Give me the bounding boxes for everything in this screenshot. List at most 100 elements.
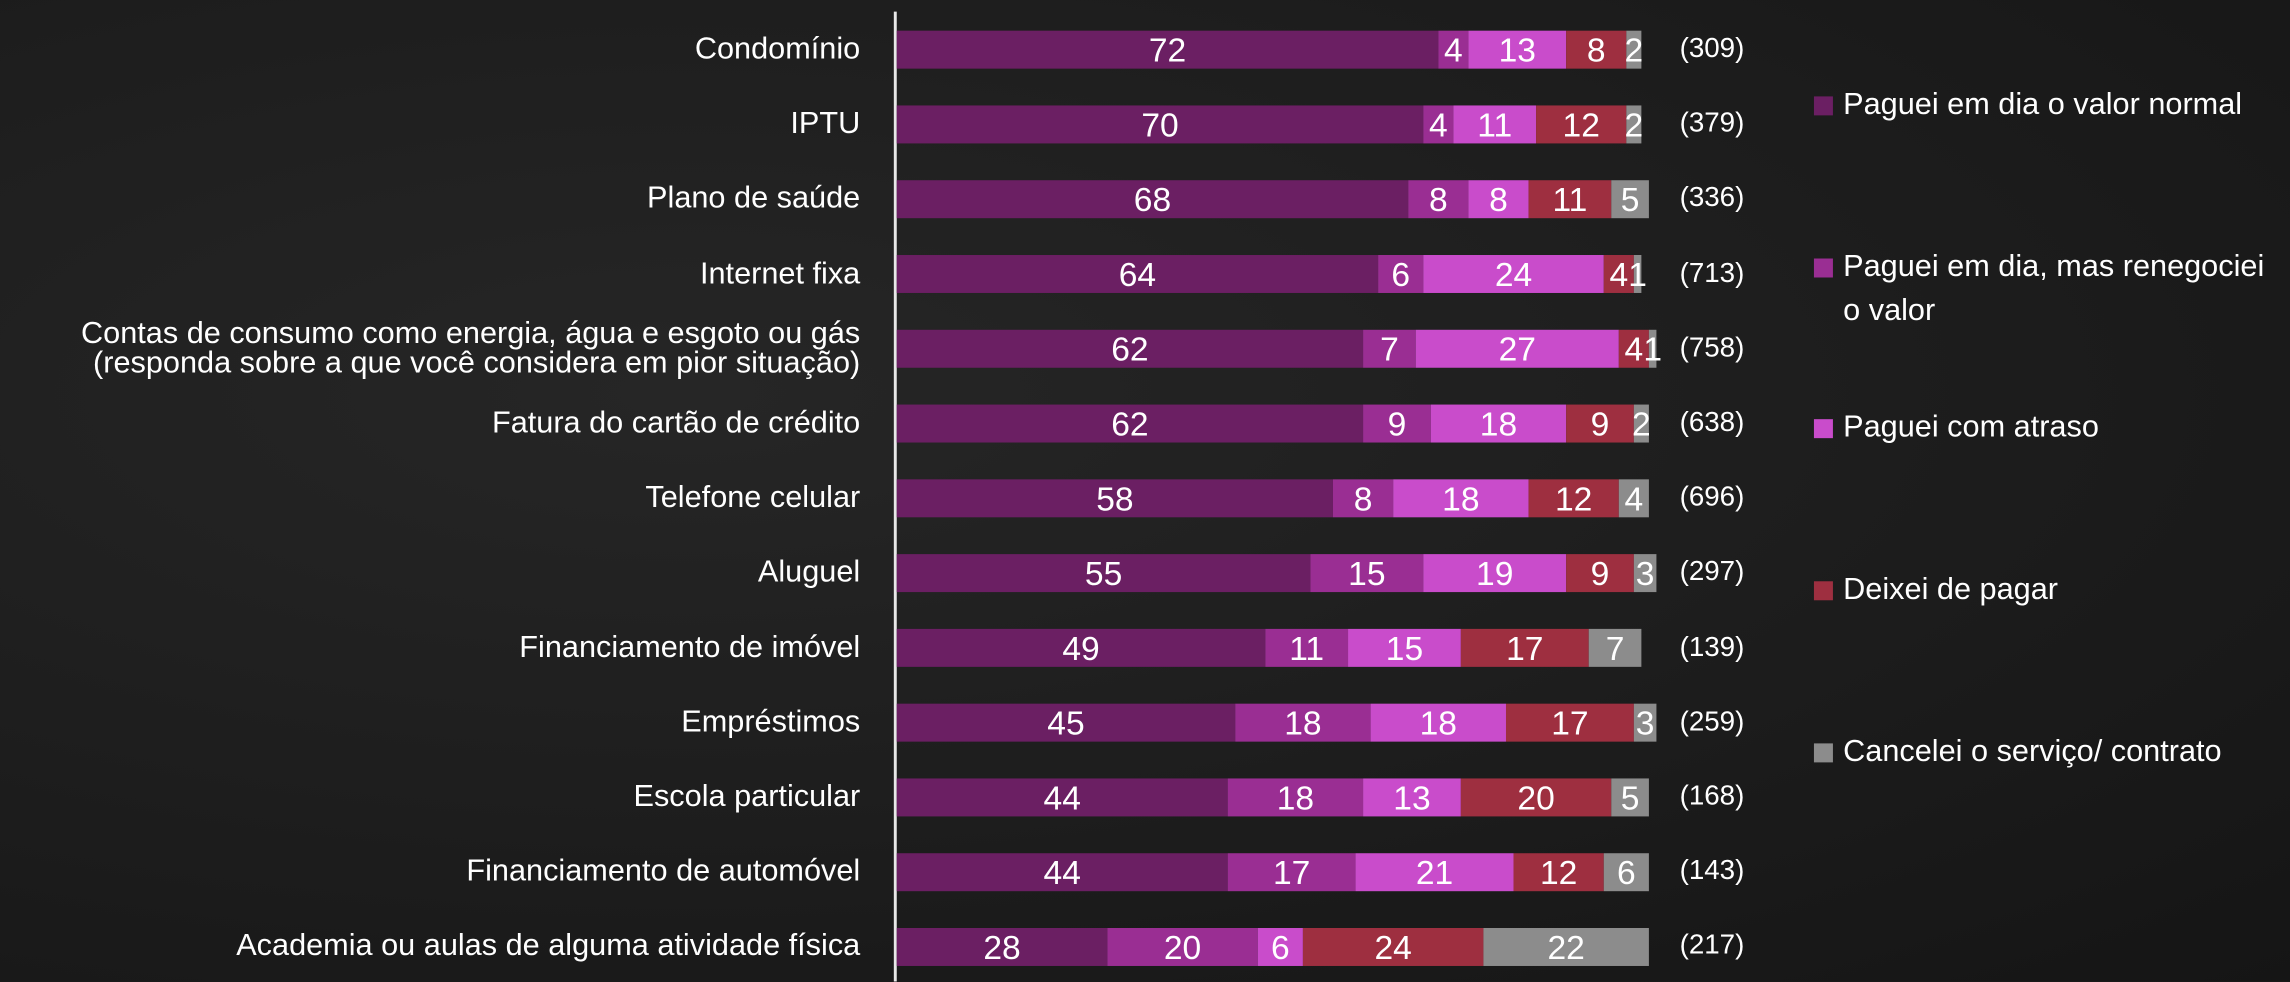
legend-item: Paguei com atraso xyxy=(1813,406,2281,450)
value-label: 8 xyxy=(1354,481,1373,518)
bar-segment xyxy=(1566,404,1634,443)
bar-segment xyxy=(896,853,1228,892)
legend-label: Paguei com atraso xyxy=(1843,410,2099,444)
value-label: 15 xyxy=(1348,556,1385,593)
value-label: 28 xyxy=(983,930,1020,967)
category-label: Academia ou aulas de alguma atividade fí… xyxy=(236,929,861,964)
value-label: 3 xyxy=(1636,706,1655,743)
category-label: Fatura do cartão de crédito xyxy=(491,406,861,440)
value-label: 6 xyxy=(1617,855,1636,892)
legend-item: Deixei de pagar xyxy=(1813,568,2281,612)
category-label: Aluguel xyxy=(757,555,861,590)
bar-segment xyxy=(1107,928,1258,966)
legend-swatch xyxy=(1813,258,1833,278)
bar-segment xyxy=(1423,105,1454,144)
value-label: 11 xyxy=(1289,631,1324,668)
legend-label: Cancelei o serviço/ contrato xyxy=(1843,734,2222,769)
value-label: 12 xyxy=(1540,855,1577,892)
bar-segment xyxy=(1513,853,1604,892)
bar-segment xyxy=(1460,628,1589,667)
bar-segment xyxy=(896,30,1439,69)
value-label: 1 xyxy=(1628,257,1647,294)
bar-segment xyxy=(1257,928,1303,966)
value-label: 62 xyxy=(1111,407,1148,444)
value-label: 58 xyxy=(1096,481,1133,518)
count-label: (143) xyxy=(1679,856,1745,887)
value-label: 22 xyxy=(1547,930,1584,967)
bar-segment xyxy=(1370,703,1506,742)
value-label: 17 xyxy=(1273,855,1310,892)
value-label: 20 xyxy=(1164,930,1201,967)
bar-segment xyxy=(1648,329,1657,368)
value-label: 62 xyxy=(1111,332,1148,369)
bar-segment xyxy=(1423,554,1567,593)
count-label: (259) xyxy=(1679,706,1745,738)
value-label: 7 xyxy=(1380,332,1399,369)
value-label: 17 xyxy=(1551,706,1588,743)
bar-segment xyxy=(1566,30,1627,69)
legend-label: Paguei em dia o valor normal xyxy=(1843,87,2243,122)
value-label: 1 xyxy=(1643,332,1662,369)
value-label: 20 xyxy=(1517,780,1554,817)
bar-segment xyxy=(1227,853,1356,892)
count-label: (168) xyxy=(1679,781,1745,813)
count-label: (758) xyxy=(1679,332,1745,364)
bar-segment xyxy=(896,928,1108,966)
count-label: (696) xyxy=(1679,482,1745,513)
legend-swatch xyxy=(1813,743,1833,763)
value-label: 18 xyxy=(1480,407,1517,444)
bar-segment xyxy=(1603,255,1634,293)
value-label: 18 xyxy=(1284,706,1321,743)
bar-segment xyxy=(1633,703,1657,742)
legend-label: Paguei em dia, mas renegociei o valor xyxy=(1843,249,2265,328)
legend-label: Deixei de pagar xyxy=(1843,572,2058,607)
bar-segment xyxy=(1611,778,1649,817)
bar-segment xyxy=(1633,554,1657,593)
count-label: (713) xyxy=(1679,257,1745,289)
count-label: (297) xyxy=(1679,557,1745,588)
value-label: 18 xyxy=(1277,780,1314,817)
value-label: 12 xyxy=(1563,107,1600,144)
bar-segment xyxy=(896,329,1364,368)
bar-segment xyxy=(1633,255,1642,293)
value-label: 68 xyxy=(1134,182,1171,219)
bar-segment xyxy=(896,554,1311,593)
bar-segment xyxy=(1460,778,1612,817)
value-label: 44 xyxy=(1044,855,1081,892)
bar-segment xyxy=(1363,404,1431,443)
bar-segment xyxy=(1626,30,1642,69)
value-label: 13 xyxy=(1499,33,1536,70)
bar-segment xyxy=(1603,853,1649,892)
count-label: (309) xyxy=(1679,33,1745,65)
bar-segment xyxy=(1528,180,1612,219)
bar-segment xyxy=(1302,928,1484,966)
bar-segment xyxy=(896,628,1266,667)
bar-segment xyxy=(1235,703,1371,742)
value-label: 5 xyxy=(1621,182,1640,219)
value-label: 8 xyxy=(1489,182,1508,219)
value-label: 19 xyxy=(1476,556,1513,593)
value-label: 11 xyxy=(1477,107,1512,144)
value-label: 4 xyxy=(1429,107,1448,144)
category-label: Empréstimos xyxy=(681,705,861,739)
category-label: Telefone celular xyxy=(645,480,861,515)
value-label: 49 xyxy=(1062,631,1099,668)
bar-segment xyxy=(1332,479,1394,518)
value-label: 72 xyxy=(1149,33,1186,70)
legend-item: Paguei em dia o valor normal xyxy=(1813,83,2281,127)
value-label: 24 xyxy=(1495,257,1532,294)
bar-segment xyxy=(1588,628,1642,667)
bar-segment xyxy=(1310,554,1424,593)
value-label: 3 xyxy=(1636,556,1655,593)
bar-segment xyxy=(896,180,1409,219)
category-label: Contas de consumo como energia, água e e… xyxy=(81,316,861,380)
value-label: 4 xyxy=(1609,257,1628,294)
bar-segment xyxy=(1355,853,1514,892)
bar-segment xyxy=(1528,479,1619,518)
category-label: IPTU xyxy=(790,106,861,141)
bar-segment xyxy=(896,778,1228,817)
value-label: 70 xyxy=(1141,107,1178,144)
value-label: 9 xyxy=(1591,556,1610,593)
